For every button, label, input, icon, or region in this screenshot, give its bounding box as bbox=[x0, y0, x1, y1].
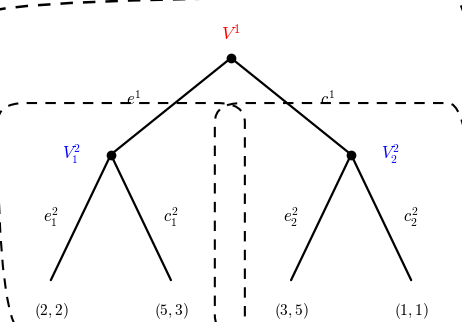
Text: $c^1$: $c^1$ bbox=[321, 90, 335, 109]
Text: $c_2^2$: $c_2^2$ bbox=[403, 206, 419, 229]
Text: $e^1$: $e^1$ bbox=[126, 90, 142, 109]
Text: $(2,2)$: $(2,2)$ bbox=[34, 301, 68, 321]
Text: $e_2^2$: $e_2^2$ bbox=[283, 206, 299, 229]
Text: $V_1^2$: $V_1^2$ bbox=[62, 143, 81, 166]
Text: $V^1$: $V^1$ bbox=[221, 24, 241, 44]
Text: $(3,5)$: $(3,5)$ bbox=[274, 301, 308, 321]
Text: $V_2^2$: $V_2^2$ bbox=[381, 143, 400, 166]
Text: $c_1^2$: $c_1^2$ bbox=[163, 206, 179, 229]
Text: $(1,1)$: $(1,1)$ bbox=[394, 301, 428, 321]
Text: $e_1^2$: $e_1^2$ bbox=[43, 206, 59, 229]
Text: $(5,3)$: $(5,3)$ bbox=[154, 301, 188, 321]
